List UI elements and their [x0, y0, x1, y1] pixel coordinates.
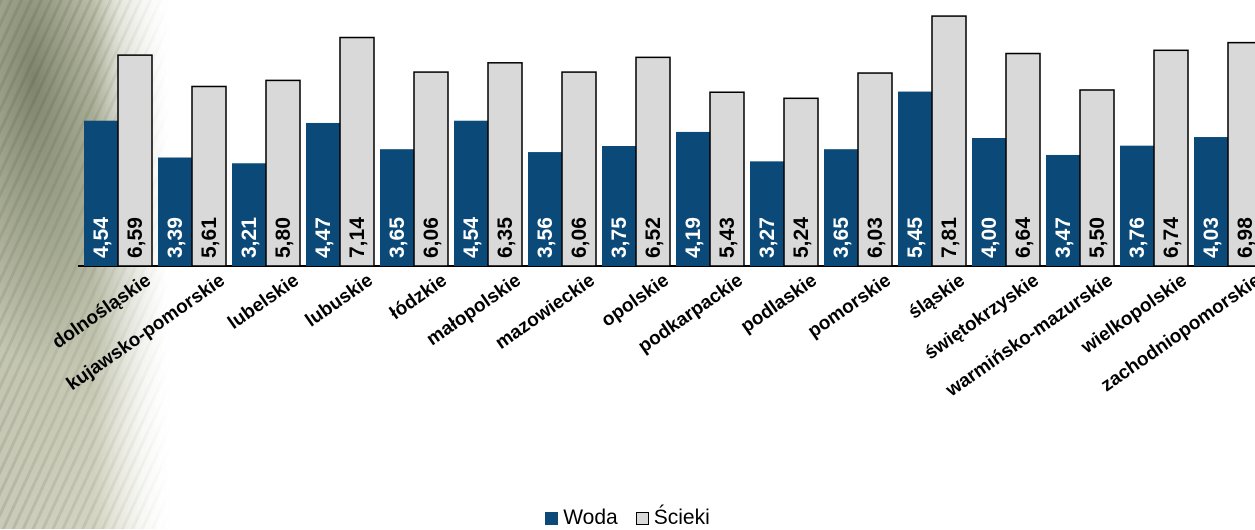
- legend-swatch-scieki: [635, 511, 649, 525]
- category-label-pomorskie: pomorskie: [804, 270, 895, 342]
- bar-woda-pomorskie: [824, 149, 858, 266]
- bar-woda-zachodniopomorskie: [1194, 137, 1228, 266]
- data-label-woda-pomorskie: 3,65: [830, 217, 853, 258]
- data-label-scieki-lubuskie: 7,14: [346, 217, 369, 258]
- data-label-woda-wielkopolskie: 3,76: [1126, 217, 1149, 258]
- bar-scieki-warminsko-mazurskie: [1079, 89, 1115, 267]
- chart-legend: Woda Ścieki: [0, 506, 1255, 530]
- data-label-scieki-podkarpackie: 5,43: [716, 217, 739, 258]
- bar-scieki-wielkopolskie: [1153, 49, 1189, 267]
- data-label-woda-kujawsko-pomorskie: 3,39: [164, 217, 187, 258]
- bar-woda-wielkopolskie: [1120, 145, 1154, 266]
- data-label-scieki-malopolskie: 6,35: [494, 217, 517, 258]
- data-label-scieki-podlaskie: 5,24: [790, 217, 813, 258]
- data-label-woda-dolnoslaskie: 4,54: [90, 217, 113, 258]
- data-label-woda-mazowieckie: 3,56: [534, 217, 557, 258]
- bar-woda-opolskie: [602, 146, 636, 266]
- bar-woda-malopolskie: [454, 120, 488, 266]
- data-label-woda-opolskie: 3,75: [608, 217, 631, 258]
- legend-label-woda: Woda: [563, 506, 618, 529]
- bar-scieki-podkarpackie: [709, 91, 745, 267]
- bar-scieki-opolskie: [635, 56, 671, 267]
- data-label-scieki-pomorskie: 6,03: [864, 217, 887, 258]
- bar-woda-mazowieckie: [528, 152, 562, 266]
- bar-scieki-slaskie: [931, 15, 967, 267]
- bar-woda-slaskie: [898, 91, 932, 266]
- data-label-woda-podlaskie: 3,27: [756, 217, 779, 258]
- data-label-scieki-warminsko-mazurskie: 5,50: [1086, 217, 1109, 258]
- data-label-scieki-zachodniopomorskie: 6,98: [1234, 217, 1255, 258]
- category-label-slaskie: śląskie: [905, 270, 969, 324]
- data-label-scieki-lodzkie: 6,06: [420, 217, 443, 258]
- data-label-woda-lubuskie: 4,47: [312, 217, 335, 258]
- legend-swatch-woda: [545, 511, 559, 525]
- bar-scieki-mazowieckie: [561, 71, 597, 267]
- data-label-woda-malopolskie: 4,54: [460, 217, 483, 258]
- bar-woda-kujawsko-pomorskie: [158, 157, 192, 266]
- bar-scieki-dolnoslaskie: [117, 54, 153, 267]
- bar-woda-lodzkie: [380, 149, 414, 266]
- data-label-woda-swietokrzyskie: 4,00: [978, 217, 1001, 258]
- data-label-scieki-dolnoslaskie: 6,59: [124, 217, 147, 258]
- bar-scieki-zachodniopomorskie: [1227, 41, 1255, 267]
- bar-woda-lubuskie: [306, 122, 340, 267]
- data-label-woda-lubelskie: 3,21: [238, 217, 261, 258]
- data-label-woda-podkarpackie: 4,19: [682, 217, 705, 258]
- bar-woda-podlaskie: [750, 161, 784, 266]
- category-label-lubelskie: lubelskie: [224, 270, 303, 334]
- bar-woda-swietokrzyskie: [972, 138, 1006, 266]
- bar-woda-warminsko-mazurskie: [1046, 154, 1080, 266]
- data-label-scieki-slaskie: 7,81: [938, 217, 961, 258]
- data-label-woda-lodzkie: 3,65: [386, 217, 409, 258]
- legend-item-scieki: Ścieki: [635, 506, 710, 530]
- data-label-scieki-kujawsko-pomorskie: 5,61: [198, 217, 221, 258]
- legend-label-scieki: Ścieki: [653, 506, 710, 529]
- bar-woda-dolnoslaskie: [84, 120, 118, 266]
- data-label-scieki-swietokrzyskie: 6,64: [1012, 217, 1035, 258]
- legend-item-woda: Woda: [545, 506, 618, 530]
- bar-woda-podkarpackie: [676, 131, 710, 266]
- category-label-lodzkie: łódzkie: [386, 270, 451, 324]
- bar-scieki-lubelskie: [265, 79, 301, 267]
- bar-scieki-swietokrzyskie: [1005, 52, 1041, 267]
- bar-scieki-kujawsko-pomorskie: [191, 85, 227, 267]
- data-label-scieki-opolskie: 6,52: [642, 217, 665, 258]
- data-label-woda-zachodniopomorskie: 4,03: [1200, 217, 1223, 258]
- bar-woda-lubelskie: [232, 163, 266, 266]
- bar-scieki-pomorskie: [857, 72, 893, 267]
- bar-scieki-lodzkie: [413, 71, 449, 267]
- bar-scieki-podlaskie: [783, 97, 819, 267]
- data-label-woda-warminsko-mazurskie: 3,47: [1052, 217, 1075, 258]
- data-label-scieki-lubelskie: 5,80: [272, 217, 295, 258]
- bar-scieki-lubuskie: [339, 36, 375, 267]
- data-label-woda-slaskie: 5,45: [904, 217, 927, 258]
- data-label-scieki-mazowieckie: 6,06: [568, 217, 591, 258]
- bar-scieki-malopolskie: [487, 62, 523, 267]
- category-label-lubuskie: lubuskie: [302, 270, 377, 331]
- data-label-scieki-wielkopolskie: 6,74: [1160, 217, 1183, 258]
